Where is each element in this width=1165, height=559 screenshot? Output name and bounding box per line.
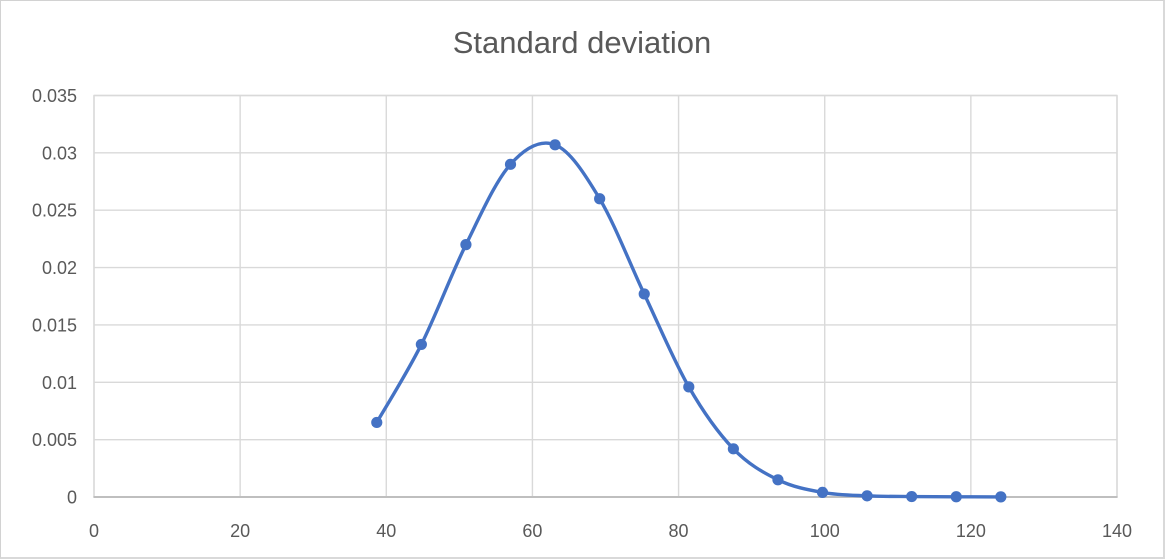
x-tick-label: 0 (89, 521, 99, 541)
x-tick-label: 140 (1102, 521, 1132, 541)
data-point-marker (995, 491, 1007, 503)
plot-area-border (93, 94, 1118, 498)
series-markers (371, 139, 1007, 503)
data-point-marker (549, 139, 561, 151)
x-tick-label: 20 (230, 521, 250, 541)
x-tick-label: 60 (522, 521, 542, 541)
data-point-marker (371, 416, 383, 429)
y-tick-label: 0.02 (42, 258, 77, 278)
data-point-marker (460, 239, 472, 251)
x-tick-label: 120 (956, 521, 986, 541)
y-tick-label: 0.015 (32, 315, 77, 335)
y-tick-label: 0.025 (32, 201, 77, 221)
data-point-marker (906, 490, 918, 503)
data-point-marker (950, 491, 962, 503)
data-point-marker (683, 381, 695, 393)
x-tick-label: 80 (669, 521, 689, 541)
series-line (375, 141, 1003, 499)
data-point-marker (415, 338, 427, 351)
gridlines (93, 94, 1118, 498)
y-tick-label: 0 (67, 488, 77, 508)
y-tick-label: 0.03 (42, 143, 77, 163)
data-point-marker (727, 443, 739, 455)
data-point-marker (594, 193, 606, 205)
data-point-marker (816, 486, 829, 499)
data-point-marker (861, 490, 873, 502)
data-point-marker (772, 474, 784, 486)
y-tick-label: 0.005 (32, 430, 77, 450)
x-tick-label: 40 (376, 521, 396, 541)
x-tick-label: 100 (810, 521, 840, 541)
y-tick-label: 0.01 (42, 373, 77, 393)
data-point-marker (504, 158, 517, 170)
data-point-marker (638, 288, 650, 300)
chart-title: Standard deviation (452, 25, 712, 60)
y-tick-label: 0.035 (32, 86, 77, 106)
